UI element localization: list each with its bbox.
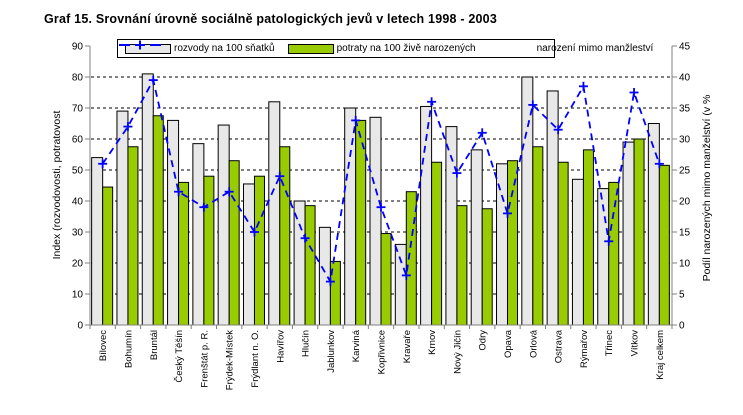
bar-potraty-4 xyxy=(203,175,215,326)
right-tick-label-35: 35 xyxy=(679,104,691,115)
bar-potraty-15 xyxy=(481,208,493,326)
bar-rozvody-16 xyxy=(496,163,509,326)
bar-potraty-11 xyxy=(380,233,392,326)
bar-rozvody-0 xyxy=(91,157,104,326)
bar-potraty-18 xyxy=(557,161,569,326)
bar-rozvody-5 xyxy=(217,124,230,326)
right-tick-label-10: 10 xyxy=(679,259,691,270)
line-narozeni xyxy=(101,77,661,285)
x-label-4: Frenštát p. R. xyxy=(199,330,210,388)
bar-potraty-17 xyxy=(532,146,544,326)
left-tick-label-80: 80 xyxy=(72,73,84,84)
bar-rozvody-1 xyxy=(116,110,129,326)
x-label-17: Orlová xyxy=(528,329,539,358)
x-label-8: Hlučín xyxy=(301,330,312,357)
x-label-12: Kravaře xyxy=(402,330,413,363)
right-tick-label-40: 40 xyxy=(679,73,691,84)
left-tick-label-50: 50 xyxy=(72,166,84,177)
x-label-2: Bruntál xyxy=(149,330,160,360)
x-label-15: Odry xyxy=(478,330,489,351)
bar-rozvody-9 xyxy=(318,226,331,326)
bar-potraty-3 xyxy=(178,181,190,326)
bar-potraty-0 xyxy=(102,186,114,326)
bar-rozvody-11 xyxy=(369,116,382,326)
bar-rozvody-22 xyxy=(647,123,660,326)
x-label-20: Třinec xyxy=(604,330,615,357)
bar-potraty-20 xyxy=(608,181,620,326)
line-swatch-icon xyxy=(119,40,533,54)
bar-rozvody-12 xyxy=(394,243,407,326)
left-tick-label-40: 40 xyxy=(72,197,84,208)
divorce-bar-swatch-icon xyxy=(125,43,171,54)
bar-rozvody-7 xyxy=(268,101,281,326)
left-tick-label-20: 20 xyxy=(72,259,84,270)
bar-potraty-19 xyxy=(582,149,594,326)
bar-potraty-13 xyxy=(431,161,443,326)
x-label-21: Vítkov xyxy=(630,330,641,357)
x-label-6: Frýdlant n. O. xyxy=(250,330,261,388)
abortion-bar-swatch-icon xyxy=(287,43,334,54)
x-label-18: Ostrava xyxy=(554,329,565,363)
legend-label-abortions: potraty na 100 živě narozených xyxy=(336,43,476,54)
right-tick-label-45: 45 xyxy=(679,42,691,53)
right-tick-label-20: 20 xyxy=(679,197,691,208)
legend: rozvody na 100 sňatků potraty na 100 živ… xyxy=(117,39,653,58)
legend-label-births: narození mimo manžleství xyxy=(536,43,654,54)
x-label-0: Bílovec xyxy=(98,330,109,361)
bar-rozvody-19 xyxy=(571,178,584,326)
right-tick-label-5: 5 xyxy=(679,290,685,301)
bar-potraty-6 xyxy=(253,175,265,326)
bar-rozvody-2 xyxy=(141,73,154,326)
x-label-11: Kopřivnice xyxy=(377,330,388,374)
left-tick-label-70: 70 xyxy=(72,104,84,115)
x-label-5: Frýdek-Místek xyxy=(225,330,236,390)
bar-rozvody-18 xyxy=(546,90,559,326)
bar-rozvody-21 xyxy=(622,141,635,326)
x-label-10: Karviná xyxy=(351,329,362,362)
x-label-3: Český Těšín xyxy=(174,330,185,383)
legend-item-births: narození mimo manžleství xyxy=(119,40,654,54)
legend-label-divorces: rozvody na 100 sňatků xyxy=(174,43,275,54)
bar-potraty-16 xyxy=(507,160,519,326)
bar-potraty-10 xyxy=(355,119,367,326)
chart-title: Graf 15. Srovnání úrovně sociálně patolo… xyxy=(44,12,497,26)
bar-potraty-5 xyxy=(228,160,240,326)
right-tick-label-0: 0 xyxy=(679,321,685,332)
left-tick-label-90: 90 xyxy=(72,42,84,53)
bar-rozvody-6 xyxy=(242,183,255,326)
legend-item-abortions: potraty na 100 živě narozených xyxy=(287,43,476,54)
line-swatch-svg xyxy=(119,40,161,50)
left-tick-label-60: 60 xyxy=(72,135,84,146)
bar-rozvody-8 xyxy=(293,200,306,326)
left-tick-label-0: 0 xyxy=(77,321,83,332)
left-tick-label-10: 10 xyxy=(72,290,84,301)
right-tick-label-15: 15 xyxy=(679,228,691,239)
bar-rozvody-4 xyxy=(192,143,205,326)
bar-potraty-2 xyxy=(152,115,164,326)
x-label-7: Havířov xyxy=(275,330,286,363)
right-tick-label-25: 25 xyxy=(679,166,691,177)
bar-potraty-8 xyxy=(304,205,316,326)
bar-rozvody-10 xyxy=(344,107,357,326)
left-tick-label-30: 30 xyxy=(72,228,84,239)
bar-potraty-21 xyxy=(633,138,645,326)
bar-rozvody-15 xyxy=(470,149,483,326)
bar-potraty-14 xyxy=(456,205,468,326)
x-label-1: Bohumín xyxy=(123,330,134,368)
legend-item-divorces: rozvody na 100 sňatků xyxy=(125,43,275,54)
x-label-22: Kraj celkem xyxy=(655,330,666,380)
right-tick-label-30: 30 xyxy=(679,135,691,146)
bar-potraty-1 xyxy=(127,146,139,326)
x-label-13: Krnov xyxy=(427,330,438,355)
x-label-16: Opava xyxy=(503,329,514,358)
bar-potraty-7 xyxy=(279,146,291,326)
x-label-19: Rýmařov xyxy=(579,330,590,368)
bar-potraty-22 xyxy=(658,164,670,326)
x-label-9: Jablunkov xyxy=(326,330,337,373)
x-label-14: Nový Jičín xyxy=(452,330,463,374)
